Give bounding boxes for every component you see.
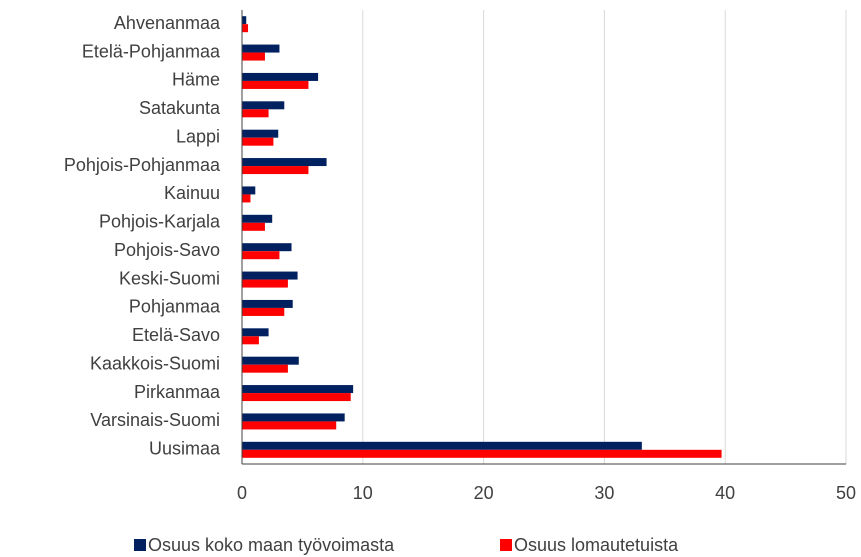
y-tick-label: Etelä-Pohjanmaa: [82, 41, 221, 61]
bar: [242, 166, 309, 175]
y-tick-label: Häme: [172, 70, 220, 90]
bar: [242, 52, 265, 61]
bar: [242, 336, 259, 345]
bar: [242, 356, 299, 365]
legend-swatch: [134, 539, 146, 551]
bar: [242, 72, 319, 81]
legend-swatch: [500, 539, 512, 551]
bar: [242, 299, 293, 308]
x-tick-label: 40: [715, 483, 735, 503]
bar: [242, 194, 251, 203]
bar: [242, 393, 351, 402]
x-tick-label: 10: [353, 483, 373, 503]
bar: [242, 279, 288, 288]
y-tick-label: Kaakkois-Suomi: [90, 353, 220, 373]
bar: [242, 214, 273, 223]
bar: [242, 385, 354, 394]
y-tick-label: Pohjois-Pohjanmaa: [64, 155, 221, 175]
y-tick-label: Pohjois-Savo: [114, 240, 220, 260]
y-tick-label: Etelä-Savo: [132, 325, 220, 345]
bar: [242, 80, 309, 89]
y-tick-label: Pohjanmaa: [129, 297, 221, 317]
bar: [242, 421, 337, 430]
y-tick-label: Pohjois-Karjala: [99, 212, 221, 232]
legend-label: Osuus koko maan työvoimasta: [148, 535, 395, 555]
bar: [242, 186, 256, 195]
x-tick-label: 0: [237, 483, 247, 503]
y-tick-label: Ahvenanmaa: [114, 13, 221, 33]
bar: [242, 449, 722, 458]
bar: [242, 24, 249, 33]
bar: [242, 441, 642, 450]
legend-label: Osuus lomautetuista: [514, 535, 679, 555]
y-tick-label: Uusimaa: [149, 439, 221, 459]
y-tick-label: Lappi: [176, 126, 220, 146]
bar: [242, 251, 280, 260]
y-tick-label: Satakunta: [139, 98, 221, 118]
bar: [242, 16, 247, 25]
bar: [242, 307, 285, 316]
bar: [242, 364, 288, 373]
bar: [242, 137, 274, 146]
x-tick-label: 30: [594, 483, 614, 503]
bar: [242, 101, 285, 110]
y-tick-label: Pirkanmaa: [134, 382, 221, 402]
y-tick-label: Kainuu: [164, 183, 220, 203]
bar: [242, 271, 298, 280]
bar: [242, 222, 265, 231]
bar: [242, 243, 292, 252]
y-tick-label: Varsinais-Suomi: [90, 410, 220, 430]
bar: [242, 158, 327, 167]
x-tick-label: 20: [474, 483, 494, 503]
bar: [242, 129, 279, 138]
bar: [242, 413, 345, 422]
bar: [242, 328, 269, 337]
bar: [242, 44, 280, 53]
x-tick-label: 50: [836, 483, 856, 503]
y-tick-label: Keski-Suomi: [119, 268, 220, 288]
bar: [242, 109, 269, 118]
